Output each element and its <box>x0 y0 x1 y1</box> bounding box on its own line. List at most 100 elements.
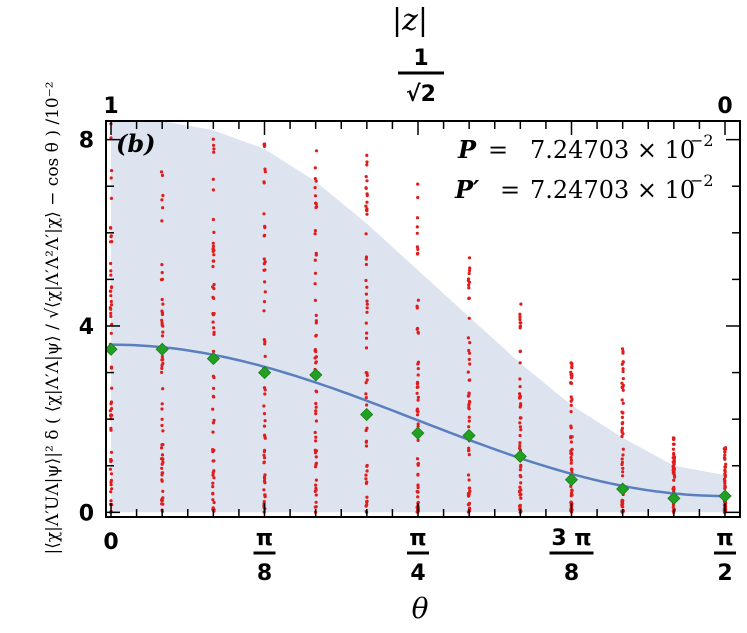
annotation-Pprime-exponent: −2 <box>690 171 714 190</box>
scatter-point <box>262 338 266 342</box>
scatter-point <box>262 475 267 479</box>
scatter-point <box>467 351 472 355</box>
scatter-point <box>161 489 165 493</box>
scatter-point <box>211 285 215 289</box>
scatter-point <box>620 426 625 430</box>
scatter-point <box>109 450 114 454</box>
scatter-point <box>314 478 318 482</box>
scatter-point <box>416 424 420 428</box>
scatter-point <box>569 500 573 504</box>
scatter-point <box>415 489 419 494</box>
scatter-point <box>160 363 164 368</box>
scatter-point <box>415 225 419 229</box>
scatter-point <box>160 366 164 370</box>
scatter-point <box>466 336 470 340</box>
scatter-point <box>314 179 318 183</box>
average-marker <box>155 342 169 356</box>
scatter-point <box>416 251 420 255</box>
scatter-point <box>467 449 471 453</box>
scatter-point <box>467 402 471 407</box>
scatter-point <box>365 192 369 196</box>
scatter-point <box>109 331 113 335</box>
scatter-point <box>263 433 267 437</box>
scatter-point <box>620 410 624 414</box>
scatter-point <box>518 361 522 365</box>
scatter-point <box>160 219 164 223</box>
scatter-point <box>109 311 113 315</box>
scatter-point <box>415 409 419 413</box>
scatter-point <box>160 173 165 177</box>
scatter-point <box>109 273 113 277</box>
scatter-point <box>672 437 676 442</box>
scatter-point <box>518 315 522 319</box>
scatter-point <box>314 483 318 487</box>
x-tick-label-den: 8 <box>564 561 579 586</box>
scatter-point <box>109 365 114 369</box>
scatter-point <box>365 495 369 499</box>
scatter-point <box>467 391 471 395</box>
scatter-point <box>621 421 625 425</box>
scatter-point <box>109 294 113 298</box>
scatter-point <box>314 439 318 443</box>
scatter-point <box>518 395 522 399</box>
scatter-point <box>365 153 369 157</box>
scatter-point <box>415 231 419 235</box>
scatter-point <box>467 453 471 457</box>
scatter-point <box>262 412 267 416</box>
scatter-point <box>365 163 369 167</box>
scatter-point <box>314 435 318 439</box>
scatter-point <box>415 413 420 417</box>
annotation-Pprime-lhs: P′ <box>454 175 480 204</box>
scatter-point <box>364 439 369 443</box>
scatter-point <box>723 484 727 488</box>
scatter-point <box>621 501 625 505</box>
scatter-point <box>569 494 573 498</box>
scatter-point <box>415 304 419 308</box>
scatter-point <box>263 144 267 148</box>
scatter-point <box>109 490 113 494</box>
scatter-point <box>365 469 369 473</box>
scatter-point <box>109 314 113 318</box>
x-tick-label-num: π <box>256 526 273 551</box>
annotation-P-prime: P′ = 7.24703 × 10 −2 <box>454 171 714 204</box>
scatter-point <box>467 419 471 423</box>
scatter-point <box>621 388 625 392</box>
scatter-point <box>518 317 522 322</box>
scatter-point <box>211 448 215 452</box>
scatter-point <box>415 245 419 249</box>
scatter-point <box>672 442 676 446</box>
scatter-point <box>467 446 471 450</box>
scatter-point <box>724 447 728 451</box>
scatter-point <box>364 175 368 179</box>
scatter-point <box>160 417 164 421</box>
scatter-point <box>313 166 317 170</box>
scatter-point <box>672 457 676 461</box>
scatter-point <box>211 430 215 434</box>
scatter-point <box>620 498 624 502</box>
scatter-point <box>468 362 472 366</box>
scatter-point <box>160 466 164 470</box>
scatter-point <box>262 181 266 185</box>
scatter-point <box>262 262 266 266</box>
scatter-point <box>212 386 216 390</box>
scatter-point <box>262 386 267 390</box>
scatter-point <box>519 496 523 500</box>
scatter-point <box>109 400 114 404</box>
scatter-point <box>364 186 368 190</box>
scatter-point <box>569 403 573 407</box>
scatter-point <box>262 404 266 408</box>
scatter-point <box>723 465 727 469</box>
scatter-point <box>621 470 625 474</box>
y-axis-title: |⟨χ|Λ′UΛ|ψ⟩|² δ ( ⟨χ|Λ′Λ|ψ⟩ / √⟨χ|Λ′Λ²Λ′… <box>43 81 63 554</box>
scatter-point <box>364 381 368 385</box>
scatter-point <box>415 385 419 389</box>
scatter-point <box>364 292 368 296</box>
scatter-point <box>262 500 266 504</box>
scatter-point <box>109 285 114 289</box>
average-marker <box>462 428 476 443</box>
scatter-point <box>467 348 471 353</box>
scatter-point <box>263 342 267 346</box>
scatter-point <box>211 244 216 248</box>
scatter-point <box>211 259 215 263</box>
scatter-point <box>570 435 574 439</box>
